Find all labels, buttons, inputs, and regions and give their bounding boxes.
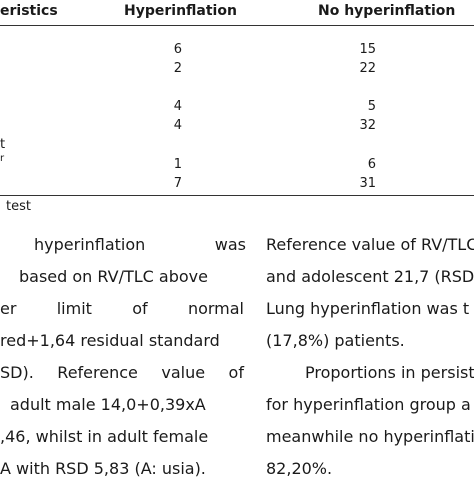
row-label-r: r — [0, 153, 5, 164]
cell-hyper-6: 7 — [173, 176, 182, 191]
left-line-3: er limit of normal — [0, 299, 244, 318]
right-line-1: Reference value of RV/TLC — [266, 235, 474, 254]
left-line-3-word-b: limit — [56, 299, 92, 318]
left-line-2: based on RV/TLC above — [19, 267, 208, 286]
cell-nohyper-5: 6 — [367, 157, 376, 172]
cell-hyper-3: 4 — [173, 99, 182, 114]
right-line-3: Lung hyperinflation was t — [266, 299, 470, 318]
cell-nohyper-1: 15 — [359, 42, 376, 57]
left-line-5: SD). Reference value of — [0, 363, 244, 382]
right-line-2: and adolescent 21,7 (RSD= — [266, 267, 474, 286]
cell-nohyper-6: 31 — [359, 176, 376, 191]
left-line-1: hyperinflation was — [34, 235, 246, 254]
left-line-8: A with RSD 5,83 (A: usia). — [0, 459, 206, 478]
cell-hyper-1: 6 — [173, 42, 182, 57]
table-bottom-rule — [0, 195, 474, 196]
left-line-7: ,46, whilst in adult female — [0, 427, 209, 446]
cell-nohyper-4: 32 — [359, 118, 376, 133]
cell-hyper-4: 4 — [173, 118, 182, 133]
header-no-hyperinflation: No hyperinflation — [318, 3, 456, 19]
cell-hyper-2: 2 — [173, 61, 182, 76]
left-line-3-word-a: er — [0, 299, 17, 318]
right-line-8: 82,20%. — [266, 459, 333, 478]
right-line-6: for hyperinflation group a — [266, 395, 471, 414]
right-line-5: Proportions in persist — [305, 363, 474, 382]
left-line-5-word-c: value — [161, 363, 206, 382]
cell-nohyper-2: 22 — [359, 61, 376, 76]
left-line-5-word-d: of — [228, 363, 244, 382]
left-line-3-word-d: normal — [187, 299, 244, 318]
cell-nohyper-3: 5 — [367, 99, 376, 114]
left-line-1-word-b: was — [214, 235, 246, 254]
left-line-5-word-a: SD). — [0, 363, 34, 382]
left-line-5-word-b: Reference — [57, 363, 138, 382]
row-label-t: t — [0, 137, 6, 152]
header-rule — [0, 25, 474, 26]
left-line-1-word-a: hyperinflation — [34, 235, 146, 254]
left-line-6: adult male 14,0+0,39xA — [10, 395, 206, 414]
left-line-4: red+1,64 residual standard — [0, 331, 220, 350]
right-line-7: meanwhile no hyperinflatio — [266, 427, 474, 446]
table-footnote: test — [6, 199, 31, 214]
header-hyperinflation: Hyperinflation — [124, 3, 237, 19]
cell-hyper-5: 1 — [173, 157, 182, 172]
header-characteristics: eristics — [0, 3, 58, 19]
left-line-3-word-c: of — [132, 299, 148, 318]
right-line-4: (17,8%) patients. — [266, 331, 405, 350]
